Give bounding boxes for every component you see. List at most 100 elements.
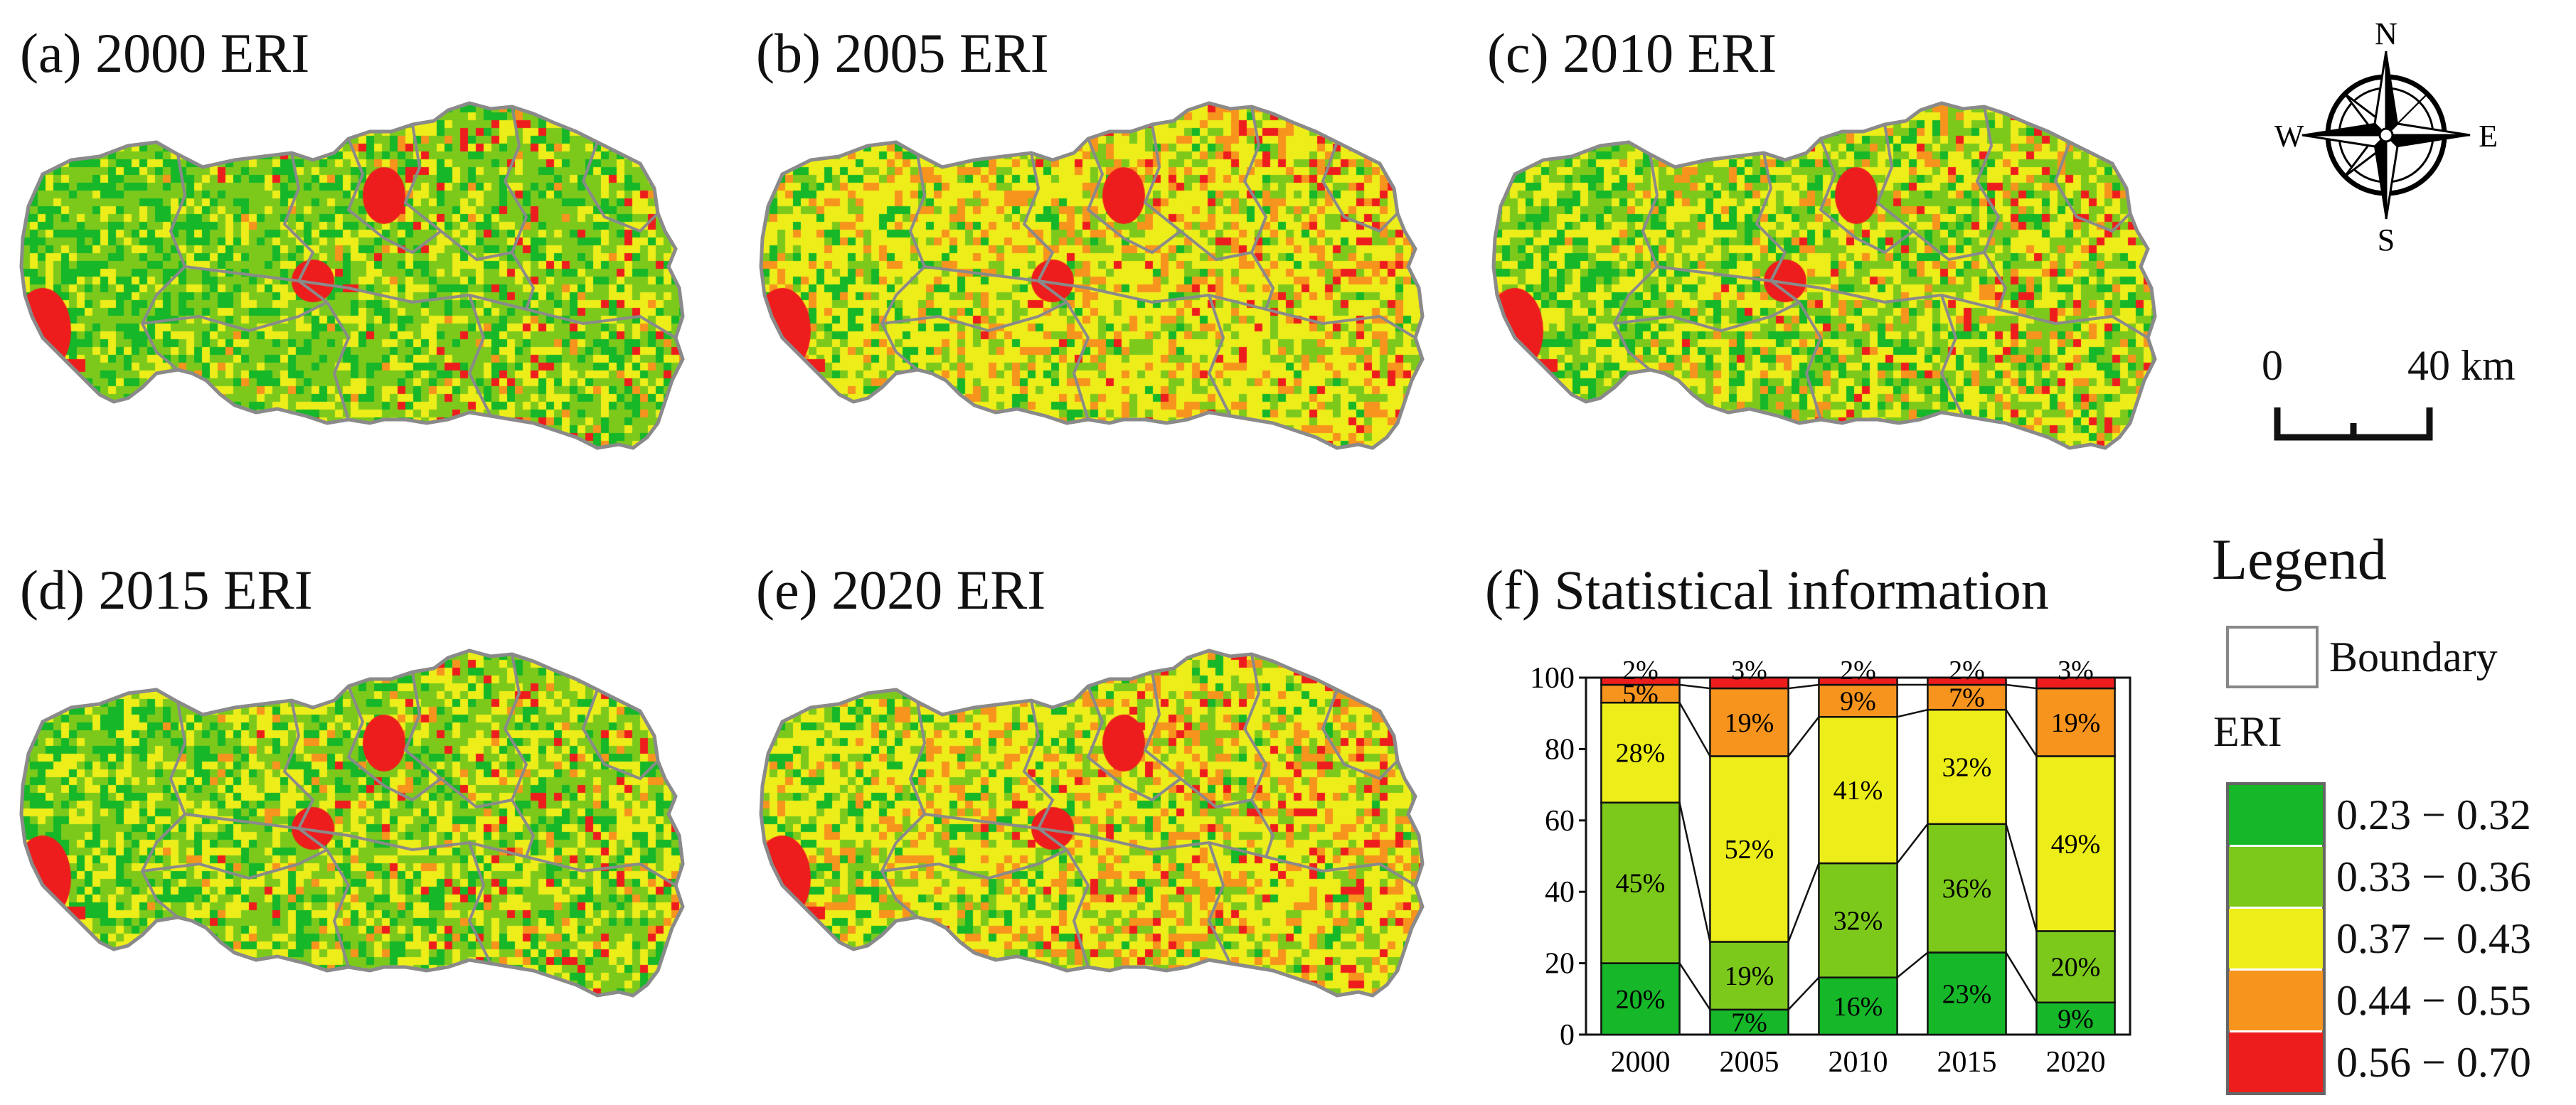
county-boundary	[1798, 301, 1823, 420]
county-boundary	[503, 653, 536, 858]
county-boundary	[1022, 152, 1068, 304]
county-boundary	[1975, 106, 2008, 310]
county-boundary	[1065, 301, 1090, 420]
eri-raster	[761, 103, 1422, 448]
county-boundary	[1875, 124, 1915, 233]
eri-map-2010	[1491, 101, 2157, 450]
eri-map-2020	[759, 648, 1425, 998]
data-label: 49%	[2051, 829, 2101, 859]
county-boundary	[403, 671, 442, 780]
county-boundary	[346, 685, 513, 809]
bar-segment-2005-3	[1709, 755, 1789, 943]
data-label: 19%	[1725, 708, 1774, 738]
scale-bar: 0 40 km	[2262, 341, 2518, 448]
county-boundary	[1321, 142, 1399, 233]
region-boundary	[19, 648, 685, 998]
county-boundary	[924, 813, 1417, 887]
connector-line	[2005, 951, 2038, 1003]
bar-segment-2010-3	[1818, 715, 1898, 865]
region-boundary	[1491, 101, 2157, 450]
y-tick-label: 80	[1545, 733, 1575, 766]
county-boundary	[581, 142, 659, 233]
stacked-bar-chart: 0 20 40 60 80 100 20% 7% 16% 23% 9% 45% 19% 32% 36% 20%…	[1530, 656, 2131, 1079]
county-boundary	[140, 154, 187, 371]
bar-segment-2000-3	[1600, 701, 1681, 804]
county-boundary	[142, 848, 328, 880]
county-boundary	[1207, 294, 1232, 417]
bar-segment-2020-5	[2035, 676, 2116, 690]
connector-line	[1678, 962, 1711, 1010]
county-boundary	[346, 138, 513, 262]
compass-e-label: E	[2479, 119, 2498, 154]
connector-line	[1788, 683, 1819, 690]
county-boundary	[282, 700, 329, 851]
county-boundary	[581, 689, 659, 781]
eri-raster	[21, 103, 683, 448]
data-label: 36%	[1942, 874, 1992, 904]
data-label: 7%	[1731, 1008, 1767, 1037]
county-boundary	[924, 265, 1417, 339]
data-label: 2%	[1840, 656, 1876, 685]
data-label: 9%	[2058, 1004, 2094, 1034]
compass-n-label: N	[2375, 16, 2397, 51]
county-boundary	[1819, 138, 1985, 262]
scale-bar-line	[2274, 407, 2433, 441]
data-label: 32%	[1942, 753, 1992, 783]
connector-line	[1679, 683, 1710, 690]
eri-map-2000	[19, 101, 685, 450]
bar-segment-2010-4	[1818, 683, 1898, 718]
county-boundary	[1143, 124, 1182, 233]
data-label: 23%	[1942, 979, 1992, 1009]
data-label: 9%	[1840, 687, 1876, 717]
county-boundary	[1143, 671, 1182, 780]
north-arrow-compass-icon: N S E W	[2274, 16, 2498, 256]
data-label: 2%	[1949, 656, 1985, 685]
bar-segment-2005-4	[1709, 687, 1789, 757]
compass-w-label: W	[2274, 119, 2304, 154]
data-label: 3%	[2058, 656, 2094, 685]
county-boundary	[1614, 301, 1800, 333]
legend-title: Legend	[2212, 527, 2387, 592]
x-tick-label: 2010	[1829, 1046, 1888, 1079]
y-tick-label: 40	[1545, 876, 1575, 909]
county-boundary	[881, 848, 1068, 880]
county-boundary	[1065, 848, 1090, 968]
county-boundary	[880, 701, 927, 919]
county-boundary	[880, 154, 927, 371]
bar-segment-2000-2	[1600, 801, 1681, 964]
county-boundary	[1612, 154, 1659, 371]
county-boundary	[326, 301, 351, 420]
region-boundary	[759, 648, 1425, 998]
county-boundary	[1086, 685, 1252, 809]
legend-swatch-4	[2229, 971, 2323, 1030]
legend-swatch-5	[2229, 1032, 2323, 1092]
county-boundary	[1242, 653, 1275, 858]
eri-raster	[21, 651, 683, 995]
county-boundary	[1242, 106, 1275, 310]
county-boundary	[326, 848, 351, 968]
x-tick-label: 2020	[2046, 1046, 2106, 1079]
data-label: 52%	[1725, 835, 1774, 865]
bar-segment-2000-4	[1600, 683, 1681, 704]
county-boundary	[184, 813, 677, 887]
connector-line	[2006, 683, 2037, 690]
panel-c-title: (c) 2010 ERI	[1487, 22, 1777, 84]
county-boundary	[1755, 152, 1801, 304]
y-tick-label: 20	[1545, 948, 1575, 981]
chart-title: (f) Statistical information	[1485, 559, 2049, 621]
y-tick-label: 100	[1530, 662, 1575, 695]
y-tick-label: 60	[1545, 805, 1575, 838]
data-label: 7%	[1949, 683, 1985, 713]
bar-segment-2020-2	[2035, 930, 2116, 1004]
bar-segment-2020-4	[2035, 687, 2116, 757]
bar-segment-2015-3	[1927, 708, 2007, 826]
county-boundary	[282, 152, 329, 304]
county-boundary	[1321, 689, 1399, 781]
data-label: 19%	[2051, 708, 2101, 738]
county-boundary	[1022, 700, 1068, 851]
data-label: 32%	[1833, 906, 1883, 936]
bar-segment-2005-2	[1709, 941, 1789, 1011]
data-label: 19%	[1725, 961, 1774, 991]
connector-line	[1896, 823, 1929, 864]
